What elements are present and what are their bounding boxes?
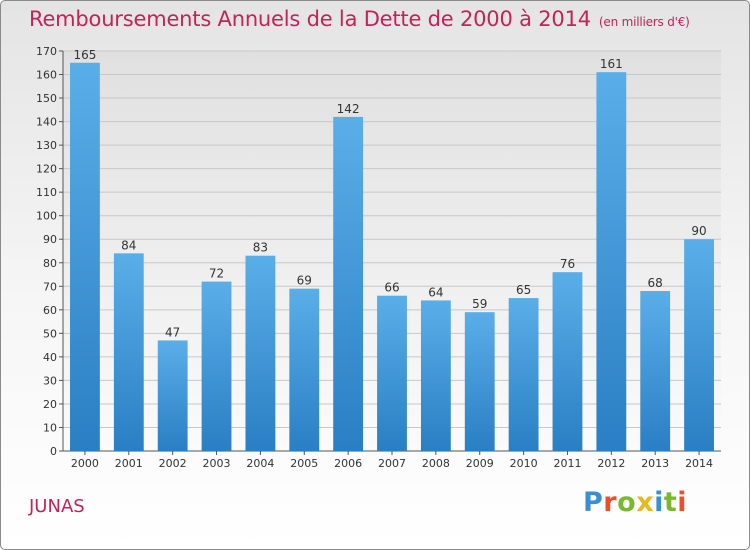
x-tick-label: 2009 — [466, 457, 494, 470]
proxiti-logo: Proxiti — [583, 487, 687, 518]
x-tick-label: 2011 — [553, 457, 581, 470]
y-tick-label: 30 — [43, 374, 57, 387]
x-tick-label: 2001 — [115, 457, 143, 470]
bar-value-label: 90 — [691, 224, 706, 238]
bar-value-label: 84 — [121, 238, 136, 252]
bar — [552, 272, 583, 451]
bar — [245, 255, 276, 451]
y-tick-label: 140 — [36, 116, 57, 129]
y-tick-label: 130 — [36, 139, 57, 152]
bar-value-label: 165 — [73, 48, 96, 62]
y-tick-label: 120 — [36, 163, 57, 176]
bar — [289, 288, 320, 451]
y-tick-label: 170 — [36, 45, 57, 58]
bar — [157, 340, 188, 451]
y-tick-label: 70 — [43, 280, 57, 293]
logo-letter: i — [654, 487, 664, 518]
y-tick-label: 40 — [43, 351, 57, 364]
data-labels: 165 2000 84 2001 47 2002 72 2003 83 2004 69 2005 142… — [71, 48, 713, 470]
chart-title: Remboursements Annuels de la Dette de 20… — [29, 7, 690, 31]
bar-value-label: 142 — [337, 102, 360, 116]
y-tick-label: 80 — [43, 257, 57, 270]
bar-value-label: 76 — [560, 257, 575, 271]
bar-value-label: 161 — [600, 57, 623, 71]
y-tick-label: 50 — [43, 327, 57, 340]
y-tick-label: 110 — [36, 186, 57, 199]
bar — [640, 291, 671, 451]
x-tick-label: 2012 — [597, 457, 625, 470]
bar — [70, 62, 100, 451]
bar-value-label: 59 — [472, 297, 487, 311]
logo-letter: P — [583, 487, 604, 518]
y-tick-label: 10 — [43, 421, 57, 434]
bar — [377, 295, 407, 451]
x-tick-label: 2010 — [510, 457, 538, 470]
x-tick-label: 2000 — [71, 457, 99, 470]
bar — [684, 239, 714, 451]
x-tick-label: 2003 — [203, 457, 231, 470]
bar — [508, 298, 539, 451]
x-tick-label: 2006 — [334, 457, 362, 470]
x-tick-label: 2014 — [685, 457, 713, 470]
bars — [70, 62, 714, 452]
bar-value-label: 68 — [648, 276, 663, 290]
bar — [113, 253, 144, 451]
logo-letter: t — [663, 487, 678, 518]
logo-letter: i — [677, 487, 688, 518]
y-tick-label: 100 — [36, 210, 57, 223]
bar-value-label: 69 — [297, 274, 312, 288]
bar — [333, 116, 364, 451]
chart-title-text: Remboursements Annuels de la Dette de 20… — [29, 7, 591, 31]
x-tick-label: 2004 — [246, 457, 274, 470]
y-tick-label: 150 — [36, 92, 57, 105]
y-tick-label: 60 — [43, 304, 57, 317]
x-tick-label: 2005 — [290, 457, 318, 470]
logo-letter: o — [617, 487, 637, 518]
y-tick-label: 0 — [50, 445, 57, 458]
bar-value-label: 47 — [165, 325, 180, 339]
logo-letter: x — [636, 487, 655, 518]
logo-letter: r — [603, 487, 618, 518]
bar — [420, 300, 451, 451]
y-tick-label: 90 — [43, 233, 57, 246]
commune-name: JUNAS — [29, 496, 85, 517]
x-tick-label: 2002 — [159, 457, 187, 470]
bar-value-label: 72 — [209, 267, 224, 281]
x-tick-label: 2007 — [378, 457, 406, 470]
y-tick-label: 160 — [36, 69, 57, 82]
chart-unit: (en milliers d'€) — [598, 15, 690, 29]
bar-value-label: 64 — [428, 285, 443, 299]
bar — [201, 281, 232, 451]
bar — [596, 72, 627, 452]
bar-value-label: 66 — [384, 281, 399, 295]
bar-value-label: 83 — [253, 241, 268, 255]
bar — [464, 312, 495, 451]
y-tick-label: 20 — [43, 398, 57, 411]
bar-value-label: 65 — [516, 283, 531, 297]
x-tick-label: 2008 — [422, 457, 450, 470]
x-tick-label: 2013 — [641, 457, 669, 470]
